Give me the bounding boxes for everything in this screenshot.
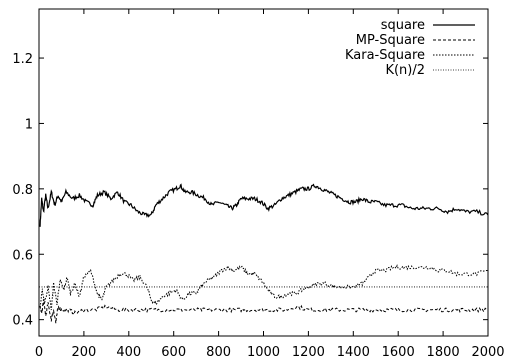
series-line-mp-square xyxy=(39,299,489,324)
x-tick-label: 1200 xyxy=(292,345,325,360)
x-tick-label: 1000 xyxy=(247,345,280,360)
legend-label: MP-Square xyxy=(356,33,425,48)
x-tick-label: 800 xyxy=(206,345,231,360)
y-tick-label: 0.6 xyxy=(12,248,33,263)
y-tick-label: 1.2 xyxy=(12,52,33,67)
x-tick-label: 400 xyxy=(116,345,141,360)
x-tick-label: 0 xyxy=(35,345,43,360)
legend-label: Kara-Square xyxy=(345,48,425,63)
x-tick-label: 200 xyxy=(71,345,96,360)
y-tick-label: 0.8 xyxy=(12,183,33,198)
y-tick-label: 1 xyxy=(25,117,33,132)
legend-label: square xyxy=(381,18,425,33)
series-layer xyxy=(39,183,489,324)
series-line-square xyxy=(39,183,489,227)
legend-label: K(n)/2 xyxy=(385,63,425,78)
x-tick-label: 2000 xyxy=(471,345,504,360)
y-tick-label: 0.4 xyxy=(12,314,33,329)
x-tick-label: 1600 xyxy=(382,345,415,360)
x-tick-label: 600 xyxy=(161,345,186,360)
x-axis: 0 200 400 600 800 1000 1200 1400 1600 1800 2000 xyxy=(35,9,505,360)
y-axis: 0.4 0.6 0.8 1 1.2 xyxy=(12,52,488,329)
series-line-kara-square xyxy=(39,264,489,311)
x-tick-label: 1800 xyxy=(427,345,460,360)
x-tick-label: 1400 xyxy=(337,345,370,360)
